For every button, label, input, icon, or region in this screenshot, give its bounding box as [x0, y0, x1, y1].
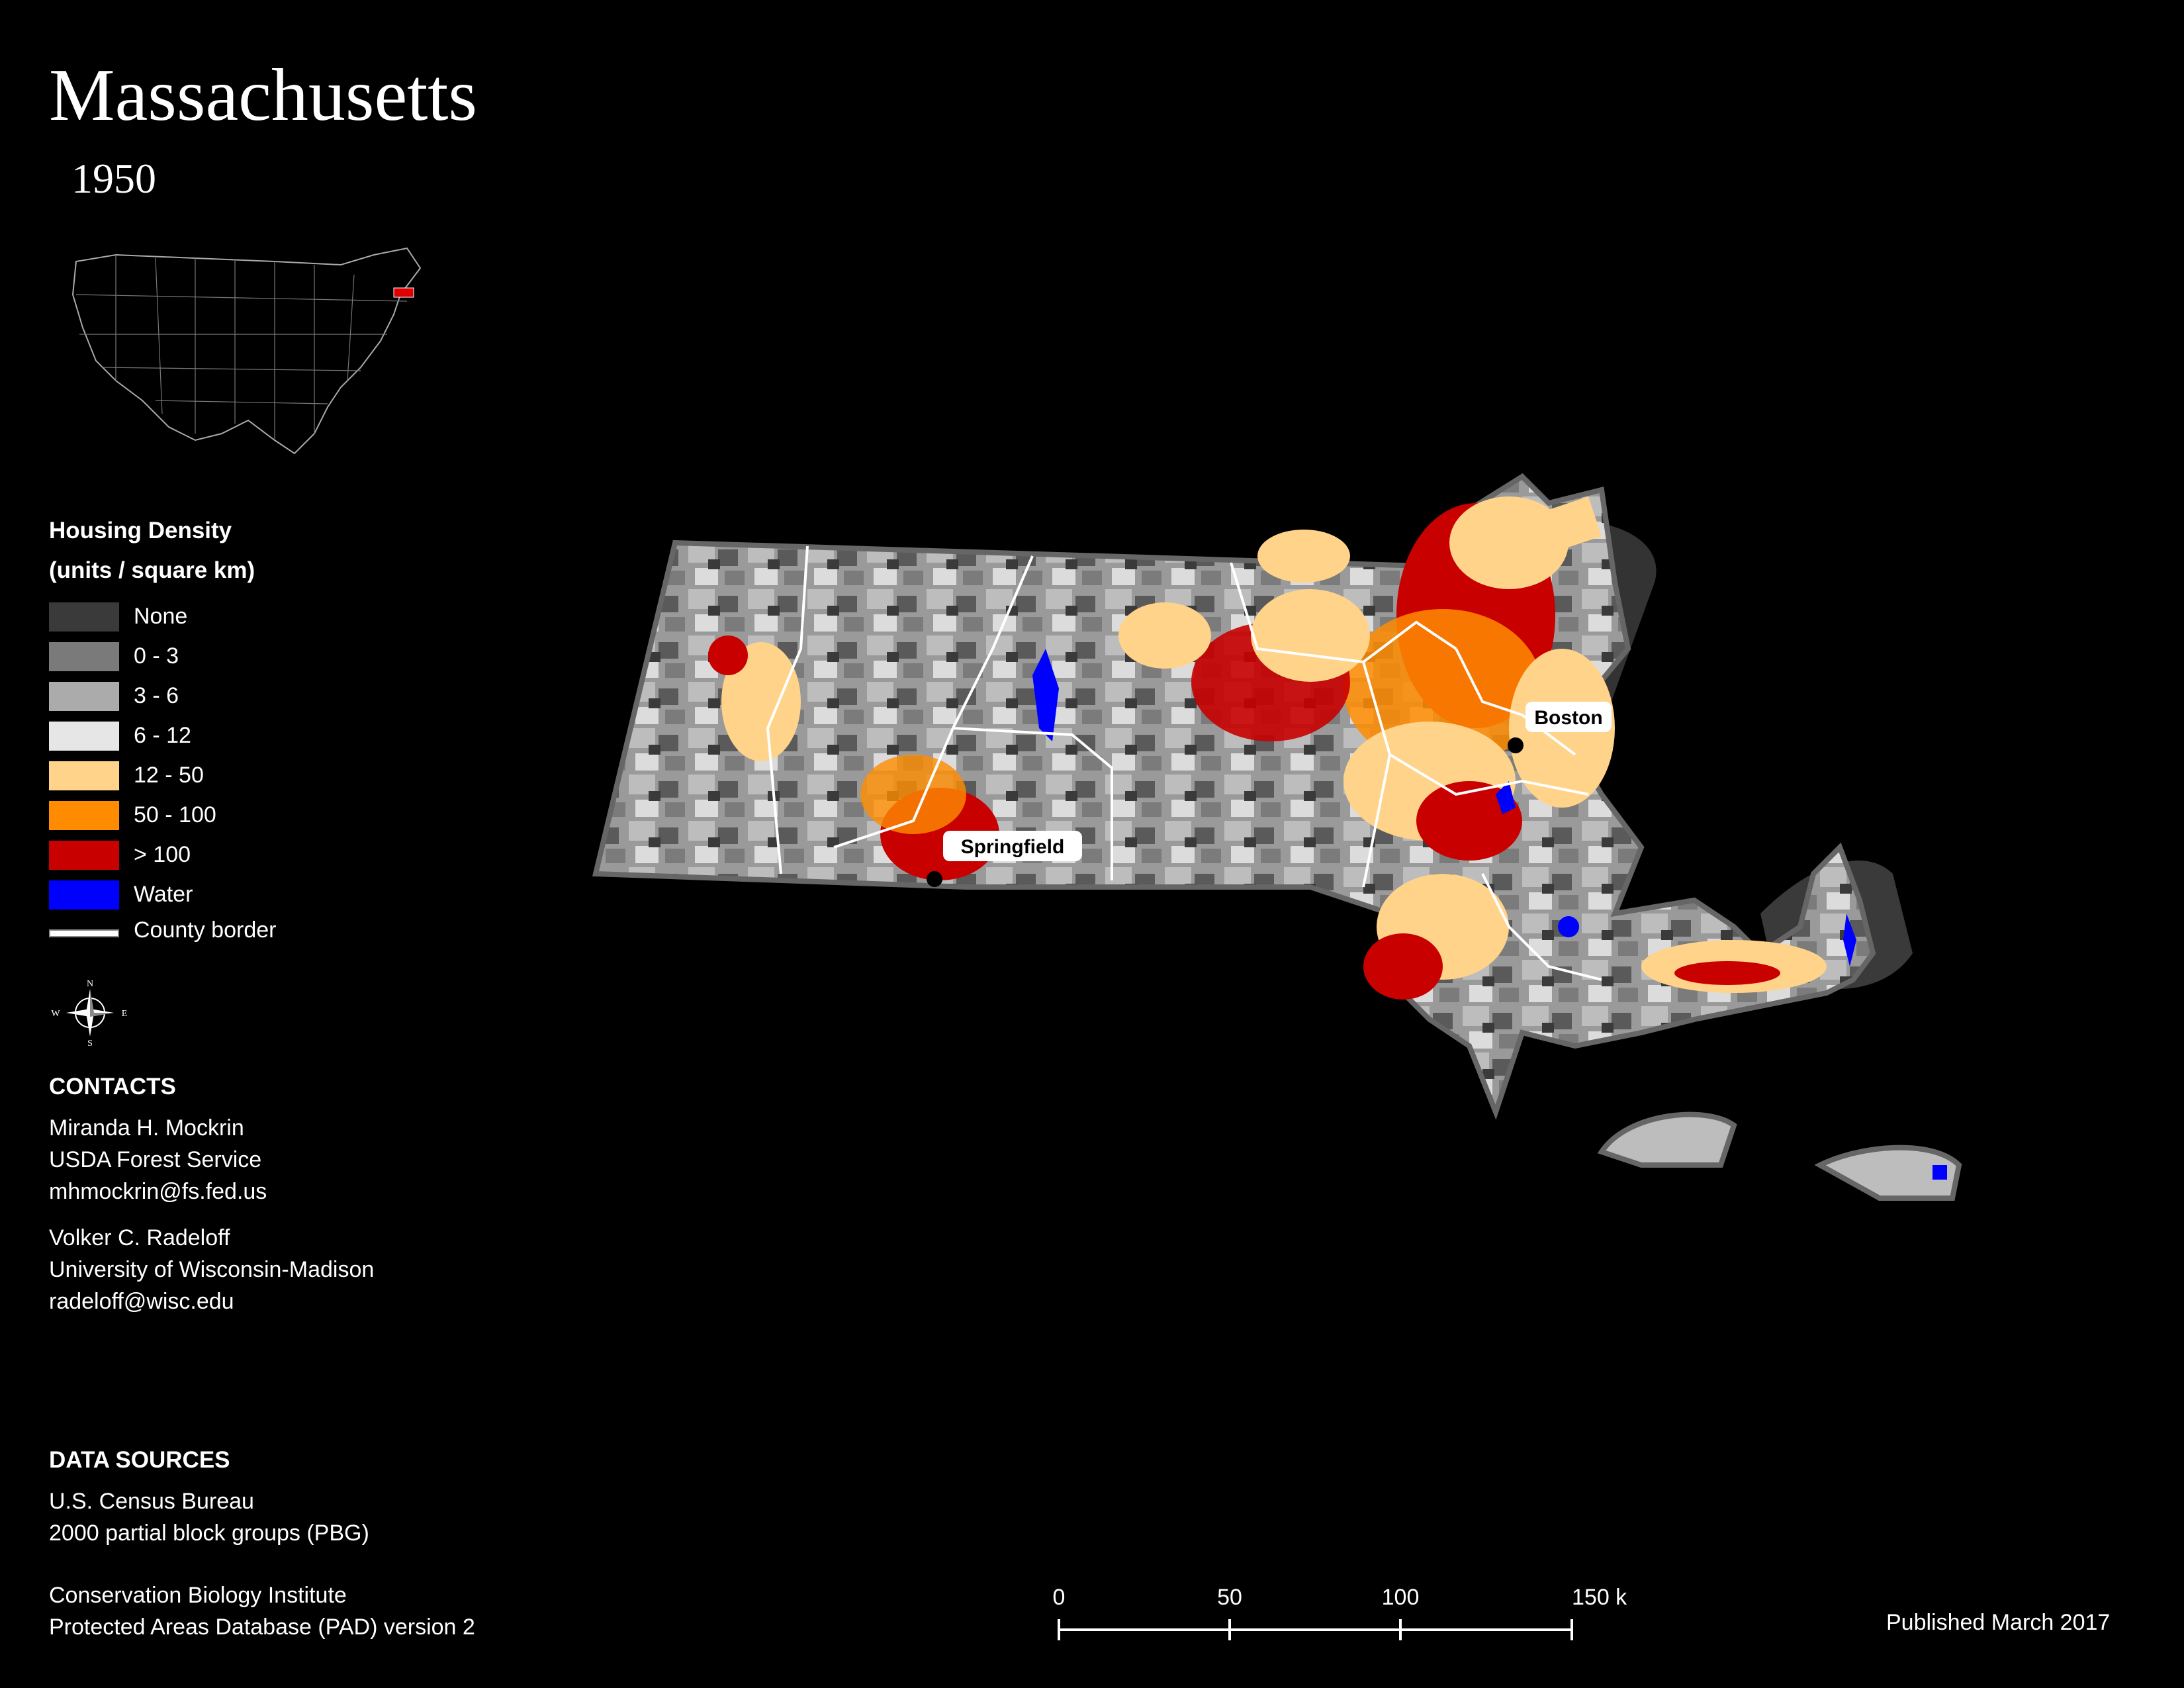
city-boston: Boston — [1508, 702, 1612, 753]
us-outline — [71, 247, 422, 455]
map-year: 1950 — [71, 155, 156, 202]
legend-label: 12 - 50 — [134, 763, 204, 788]
us-locator-inset — [71, 247, 422, 455]
legend-swatch — [49, 682, 119, 711]
legend-units: (units / square km) — [49, 557, 255, 583]
massachusetts-highlight — [393, 287, 414, 298]
legend-title: Housing Density — [49, 518, 232, 543]
city-springfield: Springfield — [927, 831, 1082, 887]
scale-tick-label: 0 — [1053, 1585, 1066, 1610]
legend-item-3-6: 3 - 6 — [49, 682, 512, 712]
density-clusters — [708, 496, 1827, 1000]
contact-mockrin: Miranda H. Mockrin USDA Forest Service m… — [49, 1112, 267, 1207]
legend-label: Water — [134, 882, 193, 907]
data-sources-heading: DATA SOURCES — [49, 1447, 230, 1473]
legend-label: None — [134, 604, 188, 629]
legend-swatch — [49, 602, 119, 632]
legend-item-county-border: County border — [49, 917, 512, 949]
legend-swatch — [49, 880, 119, 910]
legend-item-12-50: 12 - 50 — [49, 761, 512, 792]
contacts-heading: CONTACTS — [49, 1074, 176, 1100]
scale-tick-label: 100 — [1382, 1585, 1420, 1610]
state-borders — [75, 255, 408, 440]
contact-email: radeloff@wisc.edu — [49, 1289, 234, 1314]
data-source-census: U.S. Census Bureau 2000 partial block gr… — [49, 1485, 369, 1549]
legend-item-over-100: > 100 — [49, 841, 512, 871]
scale-bar: 0 50 100 150 km — [1053, 1585, 1628, 1640]
compass-e: E — [122, 1009, 128, 1019]
legend-swatch — [49, 801, 119, 830]
water-features — [1032, 649, 1856, 966]
published-date: Published March 2017 — [1886, 1610, 2111, 1635]
contact-org: USDA Forest Service — [49, 1147, 262, 1172]
nantucket-water — [1933, 1165, 1947, 1180]
scale-tick-label: 150 km — [1572, 1585, 1628, 1610]
scale-tick-label: 50 — [1217, 1585, 1242, 1610]
data-source-line: 2000 partial block groups (PBG) — [49, 1521, 369, 1546]
map-title: Massachusetts — [49, 54, 478, 136]
legend-item-none: None — [49, 602, 512, 633]
legend-swatch — [49, 761, 119, 790]
legend-label: > 100 — [134, 842, 191, 867]
contact-name: Volker C. Radeloff — [49, 1225, 230, 1250]
legend-swatch — [49, 841, 119, 870]
data-source-cbi: Conservation Biology Institute Protected… — [49, 1579, 475, 1643]
data-source-line: U.S. Census Bureau — [49, 1489, 254, 1514]
compass-rose-icon: N S E W — [51, 980, 128, 1046]
legend-swatch — [49, 642, 119, 671]
county-borders — [766, 545, 1602, 981]
city-label: Springfield — [961, 836, 1065, 858]
data-source-line: Protected Areas Database (PAD) version 2 — [49, 1615, 475, 1640]
legend-label: 6 - 12 — [134, 723, 191, 748]
legend-swatch — [49, 722, 119, 751]
legend-label: County border — [134, 917, 277, 943]
legend-label: 3 - 6 — [134, 683, 179, 708]
nantucket — [1814, 1145, 1962, 1201]
county-border-swatch — [49, 929, 119, 937]
legend-item-50-100: 50 - 100 — [49, 801, 512, 831]
legend-label: 0 - 3 — [134, 643, 179, 669]
legend-item-0-3: 0 - 3 — [49, 642, 512, 673]
contact-org: University of Wisconsin-Madison — [49, 1257, 375, 1282]
compass-w: W — [51, 1009, 60, 1019]
compass-s: S — [87, 1039, 93, 1046]
compass-n: N — [87, 980, 93, 989]
city-label: Boston — [1534, 707, 1602, 729]
massachusetts-map: Boston Springfield — [592, 473, 1962, 1201]
marthas-vineyard — [1597, 1111, 1737, 1168]
legend-item-6-12: 6 - 12 — [49, 722, 512, 752]
legend-label: 50 - 100 — [134, 802, 216, 827]
contact-name: Miranda H. Mockrin — [49, 1115, 244, 1141]
contact-email: mhmockrin@fs.fed.us — [49, 1179, 267, 1204]
legend-item-water: Water — [49, 880, 512, 911]
data-source-line: Conservation Biology Institute — [49, 1583, 347, 1608]
contact-radeloff: Volker C. Radeloff University of Wiscons… — [49, 1222, 374, 1317]
